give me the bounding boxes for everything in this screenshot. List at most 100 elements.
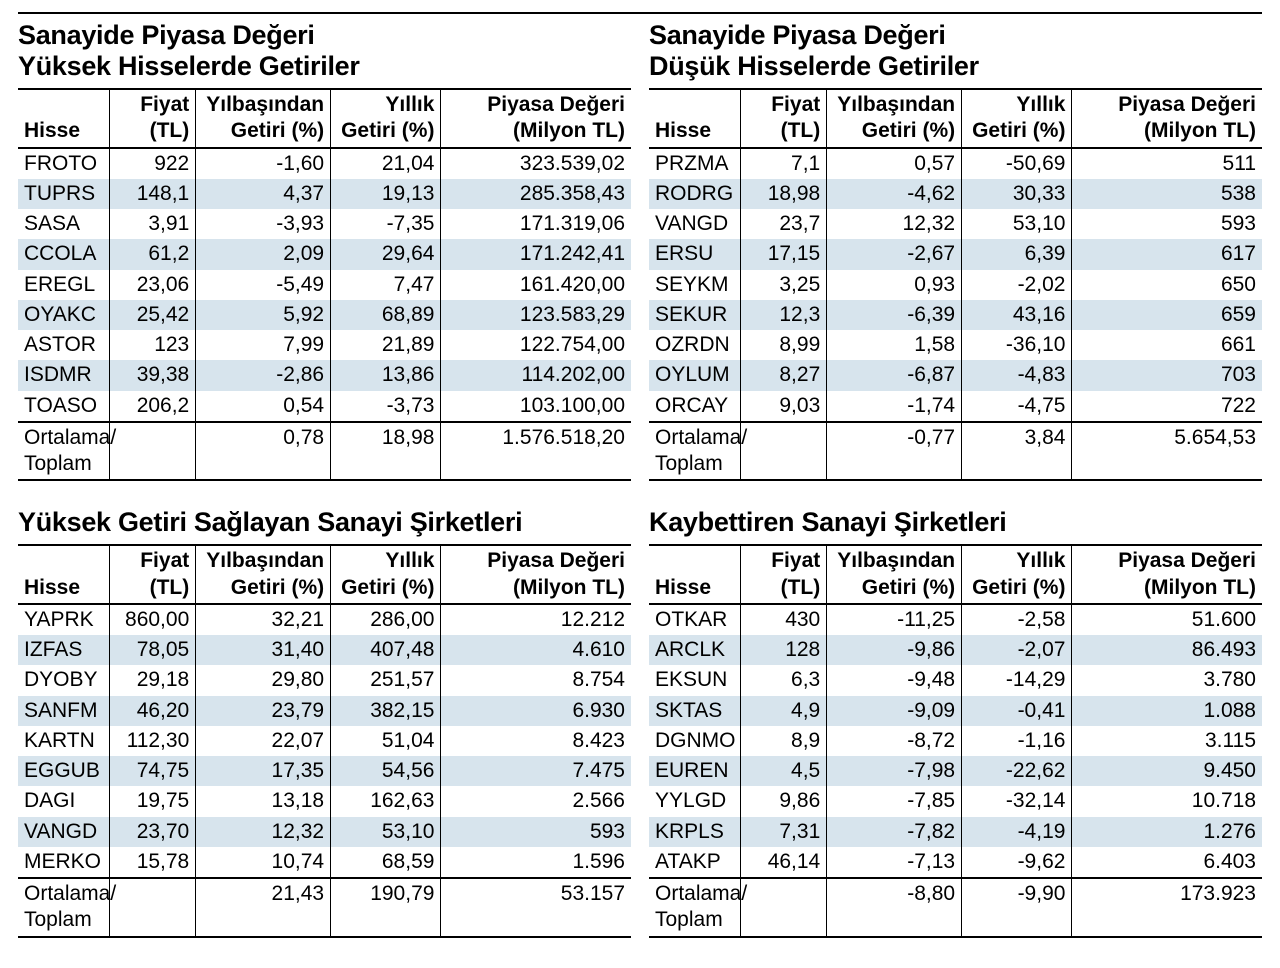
ticker-cell: PRZMA xyxy=(649,148,741,179)
value-cell: 4,5 xyxy=(741,756,827,786)
value-cell: -4,83 xyxy=(962,360,1072,390)
ticker-cell: ASTOR xyxy=(18,330,110,360)
table-row: RODRG18,98-4,6230,33538 xyxy=(649,179,1262,209)
column-header: Yıllık Getiri (%) xyxy=(331,89,441,148)
table-row: CCOLA61,22,0929,64171.242,41 xyxy=(18,239,631,269)
value-cell: 4,37 xyxy=(196,179,331,209)
value-cell: 68,89 xyxy=(331,300,441,330)
column-header: Piyasa Değeri (Milyon TL) xyxy=(441,545,631,604)
value-cell: 12.212 xyxy=(441,604,631,635)
footer-value: 190,79 xyxy=(331,878,441,937)
value-cell: 10,74 xyxy=(196,847,331,878)
value-cell: 286,00 xyxy=(331,604,441,635)
value-cell: 661 xyxy=(1072,330,1262,360)
value-cell: 122.754,00 xyxy=(441,330,631,360)
ticker-cell: SASA xyxy=(18,209,110,239)
value-cell: -9,48 xyxy=(827,665,962,695)
table-row: DGNMO8,9-8,72-1,163.115 xyxy=(649,726,1262,756)
value-cell: -9,86 xyxy=(827,635,962,665)
ticker-cell: ARCLK xyxy=(649,635,741,665)
value-cell: -7,85 xyxy=(827,786,962,816)
value-cell: 860,00 xyxy=(110,604,196,635)
value-cell: 0,93 xyxy=(827,270,962,300)
table-row: KRPLS7,31-7,82-4,191.276 xyxy=(649,817,1262,847)
table-row: SANFM46,2023,79382,156.930 xyxy=(18,696,631,726)
column-header: Fiyat (TL) xyxy=(110,545,196,604)
value-cell: 29,64 xyxy=(331,239,441,269)
value-cell: 123.583,29 xyxy=(441,300,631,330)
value-cell: 7,31 xyxy=(741,817,827,847)
value-cell: 407,48 xyxy=(331,635,441,665)
value-cell: 23,79 xyxy=(196,696,331,726)
value-cell: 128 xyxy=(741,635,827,665)
value-cell: -2,67 xyxy=(827,239,962,269)
table-panel: Kaybettiren Sanayi ŞirketleriHisseFiyat … xyxy=(649,507,1262,937)
value-cell: 29,18 xyxy=(110,665,196,695)
value-cell: 12,3 xyxy=(741,300,827,330)
value-cell: 9,86 xyxy=(741,786,827,816)
column-header: Yıllık Getiri (%) xyxy=(962,545,1072,604)
table-row: TOASO206,20,54-3,73103.100,00 xyxy=(18,391,631,422)
value-cell: 7,1 xyxy=(741,148,827,179)
value-cell: 285.358,43 xyxy=(441,179,631,209)
value-cell: 51.600 xyxy=(1072,604,1262,635)
column-header: Yılbaşından Getiri (%) xyxy=(827,89,962,148)
value-cell: 1.088 xyxy=(1072,696,1262,726)
value-cell: 78,05 xyxy=(110,635,196,665)
table-row: OTKAR430-11,25-2,5851.600 xyxy=(649,604,1262,635)
ticker-cell: OTKAR xyxy=(649,604,741,635)
footer-label: Ortalama/ Toplam xyxy=(649,878,741,937)
ticker-cell: KARTN xyxy=(18,726,110,756)
footer-value: -9,90 xyxy=(962,878,1072,937)
panel-title: Yüksek Getiri Sağlayan Sanayi Şirketleri xyxy=(18,507,631,538)
ticker-cell: RODRG xyxy=(649,179,741,209)
column-header: Piyasa Değeri (Milyon TL) xyxy=(1072,89,1262,148)
table-row: ASTOR1237,9921,89122.754,00 xyxy=(18,330,631,360)
value-cell: 161.420,00 xyxy=(441,270,631,300)
value-cell: -7,13 xyxy=(827,847,962,878)
ticker-cell: DYOBY xyxy=(18,665,110,695)
ticker-cell: VANGD xyxy=(649,209,741,239)
value-cell: 18,98 xyxy=(741,179,827,209)
value-cell: 53,10 xyxy=(962,209,1072,239)
value-cell: 8.423 xyxy=(441,726,631,756)
table-row: TUPRS148,14,3719,13285.358,43 xyxy=(18,179,631,209)
column-header: Yıllık Getiri (%) xyxy=(962,89,1072,148)
value-cell: 46,14 xyxy=(741,847,827,878)
value-cell: -9,62 xyxy=(962,847,1072,878)
value-cell: 23,06 xyxy=(110,270,196,300)
value-cell: 31,40 xyxy=(196,635,331,665)
ticker-cell: DGNMO xyxy=(649,726,741,756)
ticker-cell: ORCAY xyxy=(649,391,741,422)
value-cell: 7.475 xyxy=(441,756,631,786)
column-header: Hisse xyxy=(18,545,110,604)
footer-value: 21,43 xyxy=(196,878,331,937)
value-cell: 6,39 xyxy=(962,239,1072,269)
value-cell: -7,82 xyxy=(827,817,962,847)
ticker-cell: SEYKM xyxy=(649,270,741,300)
value-cell: 53,10 xyxy=(331,817,441,847)
footer-value xyxy=(741,878,827,937)
value-cell: 51,04 xyxy=(331,726,441,756)
value-cell: 650 xyxy=(1072,270,1262,300)
ticker-cell: MERKO xyxy=(18,847,110,878)
value-cell: -2,02 xyxy=(962,270,1072,300)
panel-title: Sanayide Piyasa Değeri Yüksek Hisselerde… xyxy=(18,20,631,82)
value-cell: 12,32 xyxy=(196,817,331,847)
table-row: MERKO15,7810,7468,591.596 xyxy=(18,847,631,878)
value-cell: 3,91 xyxy=(110,209,196,239)
table-row: OYLUM8,27-6,87-4,83703 xyxy=(649,360,1262,390)
footer-value: 5.654,53 xyxy=(1072,422,1262,481)
ticker-cell: ISDMR xyxy=(18,360,110,390)
column-header: Yıllık Getiri (%) xyxy=(331,545,441,604)
top-horizontal-rule xyxy=(18,12,1262,14)
table-row: SKTAS4,9-9,09-0,411.088 xyxy=(649,696,1262,726)
value-cell: 0,57 xyxy=(827,148,962,179)
footer-value: 18,98 xyxy=(331,422,441,481)
value-cell: 3,25 xyxy=(741,270,827,300)
value-cell: 8.754 xyxy=(441,665,631,695)
value-cell: -9,09 xyxy=(827,696,962,726)
value-cell: 593 xyxy=(1072,209,1262,239)
value-cell: 12,32 xyxy=(827,209,962,239)
value-cell: 4.610 xyxy=(441,635,631,665)
